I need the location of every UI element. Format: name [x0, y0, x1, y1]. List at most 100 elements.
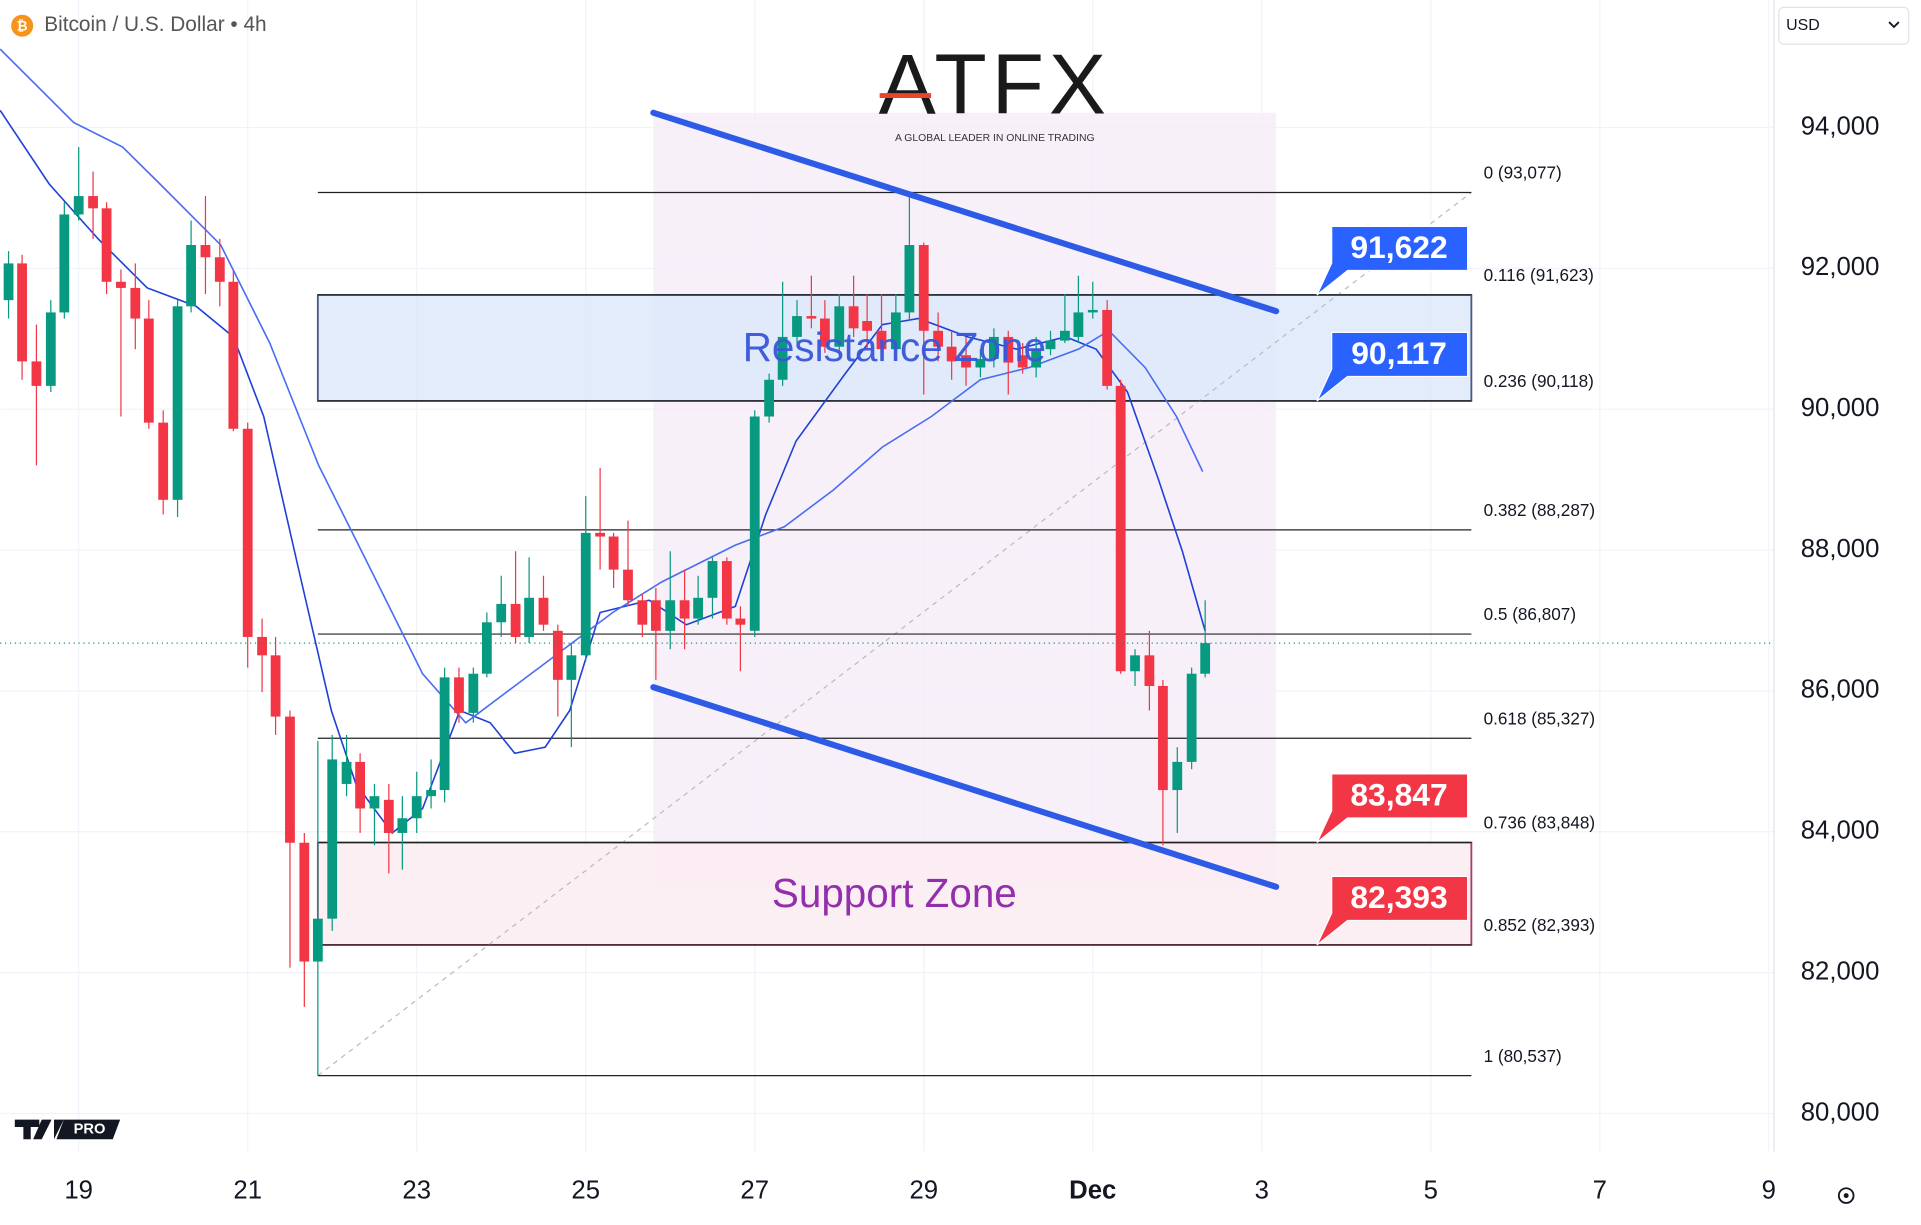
fib-label: 0.382 (88,287)	[1484, 500, 1596, 520]
candle-body	[890, 312, 901, 350]
pro-badge: PRO	[74, 1121, 106, 1137]
y-tick-label: 82,000	[1801, 957, 1880, 985]
candle-body	[17, 263, 27, 362]
y-tick-label: 92,000	[1801, 253, 1880, 281]
price-tag	[1316, 225, 1469, 296]
x-tick-label: 23	[402, 1177, 431, 1205]
candle-body	[270, 655, 281, 717]
settings-icon-dot	[1843, 1193, 1849, 1199]
candle-body	[961, 355, 971, 368]
x-tick-label: 29	[909, 1177, 938, 1205]
candle-body	[946, 346, 957, 362]
candle-body	[1045, 340, 1056, 350]
candle-body	[580, 532, 591, 656]
fib-label: 0 (93,077)	[1484, 163, 1562, 183]
candle-body	[510, 603, 521, 637]
settings-icon[interactable]	[1837, 1187, 1855, 1204]
candle-body	[806, 316, 817, 319]
fib-label: 0.618 (85,327)	[1484, 708, 1596, 728]
y-tick-label: 88,000	[1801, 535, 1880, 563]
candle-body	[3, 263, 14, 301]
candle-body	[355, 761, 365, 809]
y-tick-label: 86,000	[1801, 676, 1880, 704]
candle-body	[186, 245, 196, 307]
logo-tagline: A GLOBAL LEADER IN ONLINE TRADING	[895, 133, 1095, 144]
symbol-title: Bitcoin / U.S. Dollar • 4h	[44, 13, 266, 36]
candle-body	[88, 196, 98, 209]
logo-name: ATFX	[879, 36, 1111, 132]
price-tag	[1316, 773, 1469, 844]
price-tag-label: 90,117	[1351, 335, 1447, 371]
price-tag	[1316, 331, 1469, 402]
candle-body	[595, 532, 605, 537]
overlay-layer: ₿ Bitcoin / U.S. Dollar • 4h USD ATFX A …	[11, 6, 1910, 1204]
candle-body	[538, 597, 549, 625]
candle-body	[242, 428, 253, 637]
candle-body	[59, 214, 70, 313]
dropdown-arrow	[1888, 21, 1900, 29]
candle-body	[1200, 643, 1211, 674]
price-tag	[1316, 875, 1469, 946]
x-tick-label: 9	[1762, 1177, 1776, 1205]
candle-body	[524, 597, 535, 637]
candle-body	[1059, 330, 1070, 341]
candle-body	[707, 561, 718, 598]
candle-body	[566, 655, 577, 680]
plot-layer: 0 (93,077) 0.116 (91,623) 0.236 (90,118) 0.…	[0, 48, 1774, 1077]
candle-body	[172, 306, 183, 500]
candle-body	[1158, 685, 1168, 791]
candle-body	[552, 630, 563, 680]
candle-body	[693, 597, 704, 619]
fib-label: 0.116 (91,623)	[1484, 265, 1594, 285]
currency-dropdown[interactable]	[1778, 6, 1910, 45]
candle-body	[834, 306, 845, 347]
x-tick-label: 25	[571, 1177, 600, 1205]
y-tick-label: 94,000	[1801, 112, 1880, 140]
candle-body	[792, 316, 802, 337]
x-tick-label: 19	[64, 1177, 93, 1205]
price-tag-label: 82,393	[1350, 879, 1447, 915]
candle-body	[862, 321, 873, 331]
fib-label: 0.5 (86,807)	[1484, 604, 1576, 624]
candle-body	[143, 318, 154, 423]
x-tick-label: 21	[233, 1177, 262, 1205]
x-tick-label: 27	[740, 1177, 769, 1205]
candle-body	[200, 245, 211, 258]
candle-body	[1017, 355, 1028, 368]
candle-body	[933, 330, 944, 347]
candle-body	[257, 636, 267, 656]
candle-body	[73, 196, 84, 215]
candle-body	[158, 422, 169, 500]
fib-label: 0.236 (90,118)	[1484, 371, 1594, 391]
fib-label: 1 (80,537)	[1484, 1046, 1562, 1066]
candle-body	[439, 677, 450, 791]
bitcoin-icon	[11, 14, 34, 37]
candle-body	[749, 416, 760, 631]
candle-body	[735, 618, 746, 625]
candle-body	[819, 318, 830, 347]
candle-body	[876, 330, 887, 350]
tv-logo	[14, 1119, 64, 1140]
zone-label: Support Zone	[772, 870, 1017, 916]
zone-label: Resistance Zone	[743, 324, 1046, 370]
candle-body	[341, 761, 352, 784]
candle-body	[918, 245, 929, 331]
fib-label: 0.736 (83,848)	[1484, 813, 1596, 833]
candle-body	[623, 569, 633, 601]
candle-body	[1172, 761, 1183, 791]
currency-label: USD	[1786, 17, 1820, 34]
candle-body	[214, 257, 225, 282]
candle-body	[1186, 673, 1197, 762]
x-tick-label: Dec	[1069, 1177, 1116, 1205]
moving-average	[0, 109, 1206, 835]
candle-body	[1073, 312, 1084, 337]
candle-body	[1130, 655, 1140, 672]
candle-body	[101, 208, 112, 282]
y-tick-label: 80,000	[1801, 1098, 1880, 1126]
fib-label: 0.852 (82,393)	[1484, 915, 1596, 935]
candle-body	[116, 281, 126, 288]
y-tick-label: 90,000	[1801, 394, 1880, 422]
candle-body	[411, 796, 422, 819]
y-tick-label: 84,000	[1801, 817, 1880, 845]
pro-badge-bg	[56, 1119, 121, 1140]
